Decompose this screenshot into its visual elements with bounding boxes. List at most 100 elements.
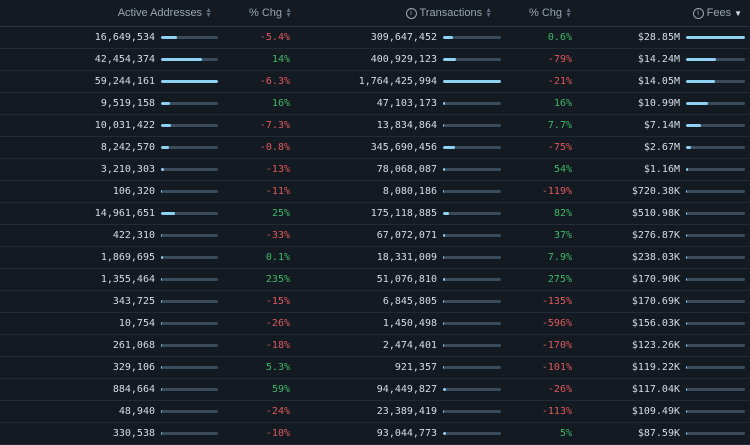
transactions-pct-change: 7.7%: [510, 115, 572, 136]
column-header-pct-chg-transactions[interactable]: % Chg▲▼: [529, 0, 572, 26]
fees-value: $170.90K: [590, 269, 680, 290]
transactions-bar: [443, 366, 501, 369]
transactions-pct-change: -21%: [510, 71, 572, 92]
fees-value: $14.24M: [590, 49, 680, 70]
transactions-value: 1,450,498: [340, 313, 437, 334]
transactions-value: 13,834,864: [340, 115, 437, 136]
column-header-active-addresses[interactable]: Active Addresses▲▼: [118, 0, 212, 26]
transactions-value: 51,076,810: [340, 269, 437, 290]
sort-arrows-icon: ▲▼: [485, 8, 492, 18]
column-header-label: % Chg: [529, 7, 562, 19]
info-circle-icon[interactable]: i: [693, 8, 704, 19]
addresses-pct-change: -11%: [220, 181, 290, 202]
active-addresses-bar-fill: [161, 80, 218, 83]
column-header-pct-chg-addresses[interactable]: % Chg▲▼: [249, 0, 292, 26]
active-addresses-bar-fill: [161, 278, 162, 281]
transactions-bar: [443, 212, 501, 215]
fees-bar-fill: [686, 102, 708, 105]
transactions-pct-change: -170%: [510, 335, 572, 356]
table-row[interactable]: 343,725-15%6,845,805-135%$170.69K: [0, 291, 750, 313]
active-addresses-bar-fill: [161, 212, 175, 215]
sort-arrows-icon: ▲▼: [285, 8, 292, 18]
info-circle-icon[interactable]: i: [406, 8, 417, 19]
fees-bar: [686, 212, 745, 215]
transactions-pct-change: -113%: [510, 401, 572, 422]
active-addresses-value: 48,940: [60, 401, 155, 422]
transactions-pct-change: -75%: [510, 137, 572, 158]
table-row[interactable]: 59,244,161-6.3%1,764,425,994-21%$14.05M: [0, 71, 750, 93]
addresses-pct-change: -13%: [220, 159, 290, 180]
fees-bar: [686, 300, 745, 303]
fees-bar-fill: [686, 190, 687, 193]
transactions-bar-fill: [443, 36, 453, 39]
active-addresses-bar-fill: [161, 344, 162, 347]
fees-value: $276.87K: [590, 225, 680, 246]
column-header-label: % Chg: [249, 7, 282, 19]
addresses-pct-change: -18%: [220, 335, 290, 356]
fees-bar: [686, 124, 745, 127]
transactions-bar: [443, 344, 501, 347]
table-row[interactable]: 48,940-24%23,389,419-113%$109.49K: [0, 401, 750, 423]
transactions-value: 23,389,419: [340, 401, 437, 422]
active-addresses-bar: [161, 344, 218, 347]
fees-value: $170.69K: [590, 291, 680, 312]
active-addresses-value: 1,869,695: [60, 247, 155, 268]
addresses-pct-change: 5.3%: [220, 357, 290, 378]
fees-bar: [686, 58, 745, 61]
fees-bar-fill: [686, 234, 687, 237]
transactions-bar: [443, 234, 501, 237]
transactions-bar: [443, 388, 501, 391]
column-header-label: Active Addresses: [118, 7, 202, 19]
addresses-pct-change: -24%: [220, 401, 290, 422]
transactions-bar-fill: [443, 256, 444, 259]
addresses-pct-change: -7.3%: [220, 115, 290, 136]
fees-value: $123.26K: [590, 335, 680, 356]
addresses-pct-change: 59%: [220, 379, 290, 400]
transactions-pct-change: -135%: [510, 291, 572, 312]
active-addresses-bar: [161, 168, 218, 171]
active-addresses-bar: [161, 190, 218, 193]
active-addresses-value: 8,242,570: [60, 137, 155, 158]
transactions-bar-fill: [443, 146, 455, 149]
table-row[interactable]: 10,754-26%1,450,498-596%$156.03K: [0, 313, 750, 335]
active-addresses-bar: [161, 58, 218, 61]
active-addresses-bar: [161, 366, 218, 369]
active-addresses-bar: [161, 432, 218, 435]
fees-bar-fill: [686, 322, 687, 325]
transactions-value: 309,647,452: [340, 27, 437, 48]
column-header-label: Transactions: [420, 7, 483, 19]
active-addresses-bar-fill: [161, 58, 202, 61]
fees-value: $14.05M: [590, 71, 680, 92]
active-addresses-bar: [161, 322, 218, 325]
active-addresses-bar-fill: [161, 388, 162, 391]
active-addresses-bar-fill: [161, 168, 164, 171]
fees-bar: [686, 256, 745, 259]
active-addresses-value: 10,031,422: [60, 115, 155, 136]
transactions-bar-fill: [443, 278, 445, 281]
table-row[interactable]: 261,068-18%2,474,401-170%$123.26K: [0, 335, 750, 357]
active-addresses-bar: [161, 146, 218, 149]
table-row[interactable]: 8,242,570-0.8%345,690,456-75%$2.67M: [0, 137, 750, 159]
fees-bar: [686, 388, 745, 391]
transactions-bar-fill: [443, 234, 445, 237]
active-addresses-bar-fill: [161, 300, 162, 303]
transactions-pct-change: 275%: [510, 269, 572, 290]
active-addresses-value: 3,210,303: [60, 159, 155, 180]
table-row[interactable]: 106,320-11%8,080,186-119%$720.38K: [0, 181, 750, 203]
active-addresses-value: 9,519,158: [60, 93, 155, 114]
active-addresses-bar-fill: [161, 190, 162, 193]
